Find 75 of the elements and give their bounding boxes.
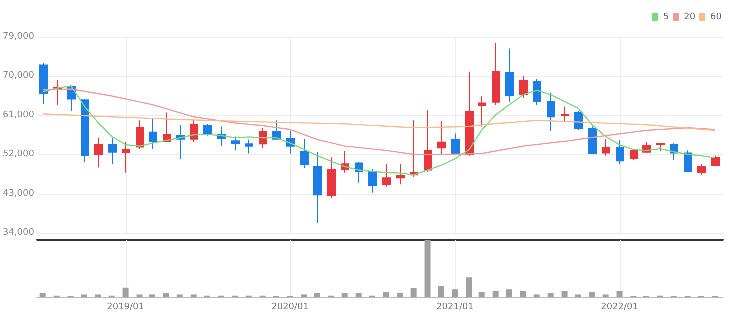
y-tick-label: 34,000 xyxy=(2,228,35,238)
legend-label: 60 xyxy=(710,12,722,22)
bar xyxy=(424,240,431,297)
candlestick xyxy=(561,106,569,122)
x-tick-label: 2022/01 xyxy=(601,302,638,312)
candlestick xyxy=(437,121,446,156)
bar xyxy=(492,291,499,297)
candlestick xyxy=(451,133,460,156)
candlestick xyxy=(656,142,665,152)
x-tick-label: 2020/01 xyxy=(272,302,309,312)
y-tick-label: 43,000 xyxy=(2,188,35,199)
bar xyxy=(342,293,348,297)
candlestick xyxy=(465,71,474,156)
candlestick xyxy=(94,138,103,168)
candlestick xyxy=(410,120,418,178)
legend-label: 5 xyxy=(663,12,670,22)
bar xyxy=(40,293,46,297)
candlestick xyxy=(478,96,486,128)
candlestick xyxy=(39,62,48,105)
bar xyxy=(122,288,129,297)
candlestick xyxy=(684,150,692,173)
y-tick-label: 61,000 xyxy=(2,110,35,120)
line-series xyxy=(42,113,716,132)
candlestick xyxy=(382,164,391,188)
candlestick xyxy=(588,126,597,156)
bar xyxy=(548,293,554,297)
candlestick xyxy=(245,139,253,154)
line-series xyxy=(42,86,716,176)
bar xyxy=(314,293,320,297)
bar xyxy=(589,292,596,297)
candlestick xyxy=(492,42,500,106)
bar xyxy=(466,278,472,297)
bar xyxy=(163,293,170,297)
candlestick xyxy=(122,142,130,174)
candlestick xyxy=(630,149,638,161)
candlestick xyxy=(327,157,336,200)
legend-label: 20 xyxy=(684,12,696,22)
x-tick-label: 2021/01 xyxy=(436,302,474,312)
candlestick xyxy=(396,164,405,186)
bar xyxy=(410,288,417,297)
candlestick xyxy=(547,92,555,132)
line-series xyxy=(42,88,716,156)
candlestick xyxy=(259,128,267,149)
x-tick-label: 2019/01 xyxy=(107,302,144,312)
y-tick-label: 70,000 xyxy=(2,71,35,82)
bar xyxy=(520,291,526,297)
candlestick xyxy=(574,110,583,131)
candlestick xyxy=(711,155,720,167)
candlestick xyxy=(505,48,514,102)
candlestick xyxy=(231,136,240,152)
candlestick xyxy=(149,118,157,150)
candlestick xyxy=(313,152,322,224)
y-tick-label: 52,000 xyxy=(2,150,35,160)
candlestick xyxy=(81,99,89,163)
bar xyxy=(397,293,404,297)
bar xyxy=(452,290,458,297)
candlestick xyxy=(136,120,144,150)
bar xyxy=(616,291,623,297)
bar xyxy=(383,292,390,297)
candlestick xyxy=(616,140,624,166)
bar xyxy=(506,290,512,297)
y-tick-label: 79,000 xyxy=(2,32,35,42)
candlestick xyxy=(519,76,528,99)
candlestick xyxy=(424,110,432,173)
bar xyxy=(438,286,444,297)
candlestick xyxy=(190,120,198,143)
candlestick xyxy=(602,138,610,156)
candlestick xyxy=(697,164,706,176)
candlestick xyxy=(533,78,541,106)
candlestick xyxy=(108,138,117,165)
bar xyxy=(356,293,362,297)
bar xyxy=(562,291,568,297)
bar xyxy=(478,292,485,297)
candlestick xyxy=(368,168,377,194)
candlestick xyxy=(300,138,309,169)
